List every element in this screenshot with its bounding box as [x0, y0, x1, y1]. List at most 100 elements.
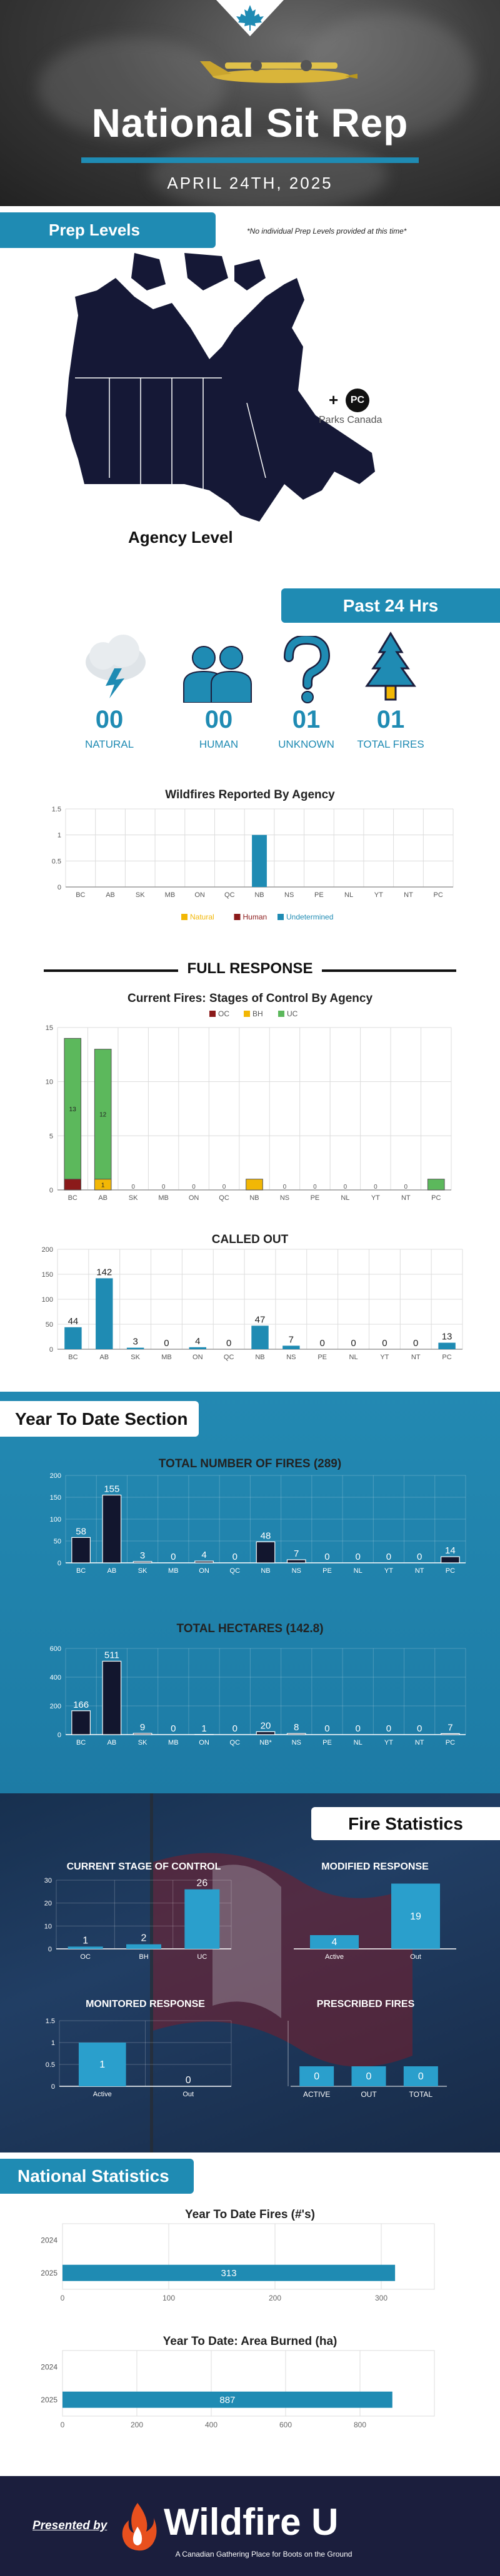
data-label: 0: [226, 1338, 231, 1349]
question-mark-icon: [284, 636, 331, 703]
x-tick-label: SK: [138, 1739, 148, 1746]
legend-swatch: [234, 914, 241, 920]
x-tick-label: YT: [374, 891, 383, 899]
unknown-count: 01: [292, 706, 321, 733]
water-bomber-plane-icon: [200, 60, 358, 83]
stages-chart: 0 5 10 15 BC AB SK 0 MB 0 ON 0 QC 0 NB NS 0 PE 0 NL 0 YT 0 NT 0 P…: [46, 1009, 452, 1202]
y-tick-label: 0: [58, 1731, 61, 1739]
current-stage-chart: CURRENT STAGE OF CONTROL 0 10 20 30 OC 1 BH 2 UC 2…: [44, 1861, 232, 1961]
x-tick-label: NL: [349, 1354, 358, 1361]
data-label: 1: [101, 1182, 105, 1189]
x-tick-label: TOTAL: [409, 2090, 433, 2099]
maple-leaf-icon: [236, 5, 264, 31]
y-tick-label: 2024: [41, 2236, 58, 2244]
x-tick-label: NB: [261, 1567, 270, 1575]
bar: [71, 1710, 91, 1735]
data-label: 0: [192, 1184, 196, 1191]
data-label: 7: [448, 1722, 452, 1733]
parks-canada-label: Parks Canada: [319, 415, 382, 425]
lightning-cloud-icon: [86, 635, 146, 698]
data-label: 47: [255, 1314, 266, 1325]
y-tick-label: 100: [50, 1516, 61, 1523]
bar: [64, 1179, 82, 1191]
x-tick-label: QC: [230, 1567, 241, 1575]
data-label: 12: [99, 1112, 107, 1119]
data-label: 7: [294, 1548, 299, 1559]
data-label: 313: [221, 2268, 237, 2279]
y-tick-label: 0.5: [52, 858, 61, 865]
bar: [189, 1347, 207, 1349]
x-tick-label: QC: [219, 1194, 229, 1202]
x-tick-label: ON: [199, 1739, 209, 1746]
x-tick-label: BC: [68, 1194, 78, 1202]
legend-label: Human: [243, 913, 268, 921]
parks-canada-plus: +: [329, 390, 339, 409]
data-label: 0: [356, 1552, 361, 1562]
x-tick-label: MB: [168, 1567, 179, 1575]
data-label: 0: [356, 1723, 361, 1734]
ytd-fires-chart: 0 50 100 150 200 BC 58 AB 155 SK 3 MB 0 ON 4 QC 0 NB 48 NS 7…: [50, 1472, 466, 1575]
y-tick-label: 10: [44, 1923, 52, 1930]
y-tick-label: 0: [48, 1946, 52, 1953]
x-tick-label: NT: [411, 1354, 421, 1361]
prep-levels-note: *No individual Prep Levels provided at t…: [247, 227, 407, 235]
called-out-chart: 0 50 100 150 200 BC 44 AB 142 SK 3 MB 0 ON 4 QC 0 NB 47 NS 7…: [42, 1246, 463, 1361]
y-tick-label: 30: [44, 1877, 52, 1885]
natural-count: 00: [95, 706, 124, 733]
x-tick-label: OC: [80, 1953, 91, 1961]
x-tick-label: MB: [168, 1739, 179, 1746]
x-tick-label: PE: [311, 1194, 320, 1202]
y-tick-label: 150: [42, 1271, 53, 1279]
chart-title: CURRENT STAGE OF CONTROL: [67, 1861, 221, 1872]
legend-label: OC: [218, 1009, 229, 1018]
data-label: 9: [140, 1722, 145, 1733]
x-tick-label: 400: [205, 2420, 218, 2429]
legend-swatch: [209, 1011, 216, 1017]
prep-levels-banner: Prep Levels: [0, 212, 216, 248]
y-tick-label: 1: [58, 832, 61, 840]
bar: [351, 2066, 386, 2086]
data-label: 0: [232, 1723, 238, 1734]
unknown-label: UNKNOWN: [278, 738, 334, 750]
bar: [71, 1537, 91, 1563]
x-tick-label: MB: [161, 1354, 172, 1361]
bar: [96, 1278, 113, 1349]
data-label: 887: [219, 2395, 235, 2405]
legend-label: BH: [252, 1009, 263, 1018]
x-tick-label: PC: [446, 1567, 455, 1575]
tree-icon: [365, 632, 416, 701]
x-tick-label: NS: [292, 1739, 301, 1746]
bar: [78, 2043, 126, 2086]
x-tick-label: PC: [442, 1354, 451, 1361]
x-tick-label: PE: [318, 1354, 327, 1361]
fire-statistics-banner: Fire Statistics: [311, 1807, 500, 1840]
x-tick-label: QC: [224, 1354, 234, 1361]
bar: [64, 1327, 82, 1349]
page-title: National Sit Rep: [91, 101, 409, 146]
data-label: 0: [386, 1552, 391, 1562]
bar: [299, 2066, 334, 2086]
x-tick-label: SK: [129, 1194, 138, 1202]
data-label: 0: [222, 1184, 226, 1191]
prescribed-fires-chart: PRESCRIBED FIRES 0 ACTIVE 0 OUT 0 TOTAL: [288, 1999, 447, 2099]
data-label: 1: [82, 1935, 88, 1946]
x-tick-label: BH: [139, 1953, 148, 1961]
data-label: 0: [186, 2075, 191, 2086]
x-tick-label: BC: [76, 891, 85, 899]
data-label: 1: [99, 2059, 105, 2070]
divider-right: [322, 969, 456, 972]
brand-name: Wildfire U: [164, 2501, 339, 2543]
x-tick-label: PE: [314, 891, 324, 899]
data-label: 0: [344, 1184, 348, 1191]
province-borders: [75, 377, 266, 490]
bar: [441, 1733, 460, 1735]
brand-tagline: A Canadian Gathering Place for Boots on …: [175, 2550, 352, 2559]
data-label: 0: [171, 1723, 176, 1734]
bar: [391, 1883, 440, 1949]
x-tick-label: QC: [230, 1739, 241, 1746]
data-label: 2: [141, 1933, 147, 1944]
report-date: APRIL 24TH, 2025: [167, 174, 333, 192]
x-tick-label: ACTIVE: [303, 2090, 330, 2099]
data-label: 0: [417, 1552, 422, 1562]
x-tick-label: NS: [280, 1194, 289, 1202]
